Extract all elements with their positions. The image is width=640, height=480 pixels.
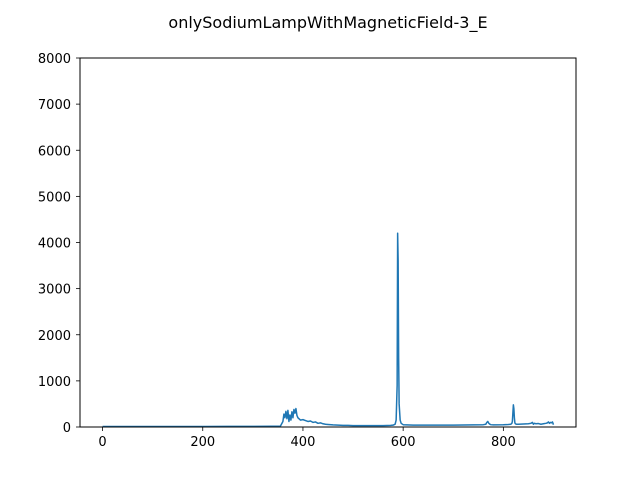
y-tick-label: 6000 bbox=[38, 144, 71, 159]
chart-title: onlySodiumLampWithMagneticField-3_E bbox=[168, 13, 487, 33]
plot-series bbox=[102, 232, 555, 428]
plot-area-frame bbox=[79, 57, 577, 428]
y-tick-label: 2000 bbox=[38, 329, 71, 344]
x-tick-label: 400 bbox=[291, 435, 316, 450]
series-line bbox=[102, 232, 555, 428]
y-tick-label: 0 bbox=[63, 421, 71, 436]
x-tick-label: 600 bbox=[391, 435, 416, 450]
y-tick-label: 7000 bbox=[38, 98, 71, 113]
x-axis: 0 200 400 600 800 bbox=[98, 427, 516, 450]
y-tick-label: 4000 bbox=[38, 237, 71, 252]
y-tick-label: 5000 bbox=[38, 190, 71, 205]
x-tick-label: 0 bbox=[98, 435, 106, 450]
x-tick-label: 200 bbox=[190, 435, 215, 450]
y-tick-label: 8000 bbox=[38, 52, 71, 67]
y-axis: 0 1000 2000 3000 4000 5000 6000 7000 8000 bbox=[38, 52, 80, 436]
y-tick-label: 3000 bbox=[38, 283, 71, 298]
y-tick-label: 1000 bbox=[38, 375, 71, 390]
x-tick-label: 800 bbox=[491, 435, 516, 450]
